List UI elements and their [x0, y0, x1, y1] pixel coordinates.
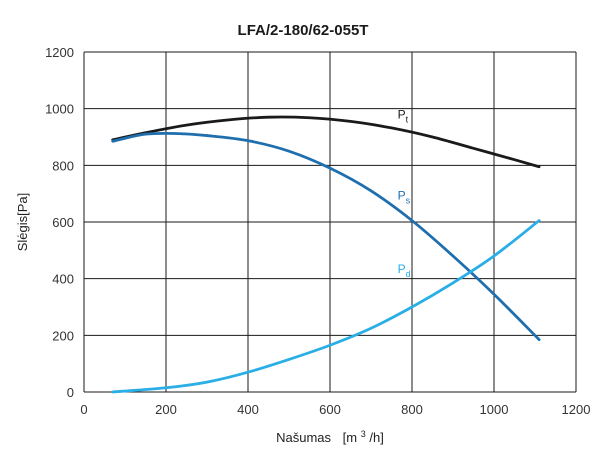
x-axis-unit-prefix: [m — [343, 430, 357, 445]
series-label-sub: t — [406, 115, 409, 125]
series-label-sub: s — [406, 195, 411, 205]
x-tick-label: 0 — [80, 402, 87, 417]
series-label-sub: d — [406, 269, 411, 279]
x-tick-label: 400 — [237, 402, 259, 417]
chart-title: LFA/2-180/62-055T — [238, 22, 369, 39]
y-axis-label: Slėgis[Pa] — [15, 193, 30, 252]
grid — [83, 51, 577, 393]
x-axis-label: Našumas [m 3 /h] — [276, 425, 384, 445]
series-label-pd: Pd — [398, 262, 411, 279]
x-tick-label: 1000 — [480, 402, 509, 417]
x-tick-label: 200 — [155, 402, 177, 417]
x-axis-unit-sup: 3 — [361, 429, 366, 439]
series-line-pd — [111, 219, 541, 394]
series-lines — [111, 115, 541, 394]
y-tick-label: 200 — [52, 328, 74, 343]
x-axis-unit-suffix: /h] — [369, 430, 383, 445]
y-tick-label: 1000 — [45, 102, 74, 117]
y-tick-label: 0 — [67, 385, 74, 400]
x-tick-label: 600 — [319, 402, 341, 417]
series-label-main: P — [398, 188, 406, 202]
y-tick-label: 600 — [52, 215, 74, 230]
y-tick-label: 1200 — [45, 45, 74, 60]
x-tick-label: 1200 — [562, 402, 591, 417]
series-line-ps — [111, 131, 541, 341]
series-line-pt — [111, 115, 541, 169]
series-label-main: P — [398, 108, 406, 122]
series-label-ps: Ps — [398, 188, 411, 205]
y-tick-label: 400 — [52, 272, 74, 287]
x-tick-label: 800 — [401, 402, 423, 417]
y-tick-label: 800 — [52, 158, 74, 173]
x-axis-label-text: Našumas — [276, 430, 331, 445]
series-label-pt: Pt — [398, 108, 409, 125]
y-tick-labels: 0 200 400 600 800 1000 1200 — [45, 45, 74, 400]
series-label-main: P — [398, 262, 406, 276]
x-tick-labels: 0 200 400 600 800 1000 1200 — [80, 402, 590, 417]
